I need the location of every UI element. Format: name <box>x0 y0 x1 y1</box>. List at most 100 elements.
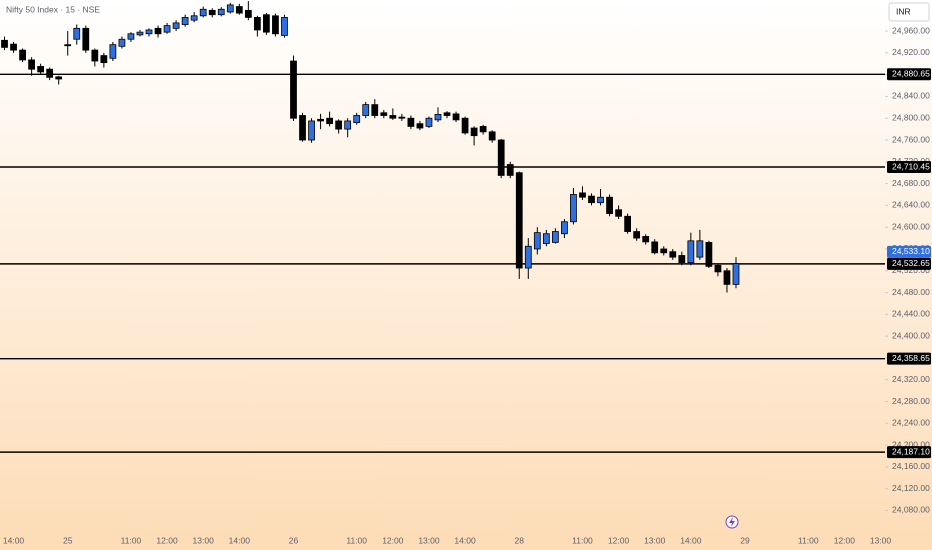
currency-box[interactable] <box>888 2 930 22</box>
candle-body <box>73 27 81 40</box>
x-tick-label: 13:00 <box>870 535 892 545</box>
candle-body <box>615 209 622 217</box>
last-price-tag: 24,533.10 <box>887 245 931 258</box>
candle-body <box>561 221 568 235</box>
candle-body <box>552 231 559 243</box>
y-tick-label: 24,680.00 <box>892 178 930 188</box>
x-tick-label: 14:00 <box>229 535 251 545</box>
y-tick-label: 24,520.00 <box>892 265 930 275</box>
candle-body <box>344 120 352 130</box>
candle-body <box>317 118 324 122</box>
level-tag-box <box>887 352 931 365</box>
candle-body <box>199 8 207 17</box>
candle-body <box>154 27 162 35</box>
candle-body <box>28 59 35 70</box>
x-tick-label: 29 <box>740 535 750 545</box>
candle-body <box>597 196 604 204</box>
y-tick-label: 24,480.00 <box>892 287 930 297</box>
y-tick-label: 24,400.00 <box>892 330 930 340</box>
candle-body <box>606 196 613 214</box>
candle-body <box>136 31 144 36</box>
candle-body <box>100 55 108 64</box>
x-tick-label: 11:00 <box>798 535 819 545</box>
last-price-label: 24,533.10 <box>892 246 930 256</box>
candle-body <box>326 117 333 125</box>
candle-body <box>19 49 26 61</box>
candle-body <box>588 195 595 204</box>
candle-body <box>37 66 45 73</box>
candle-body <box>732 263 740 285</box>
x-tick-label: 12:00 <box>156 535 178 545</box>
candle-body <box>190 15 198 21</box>
candle-body <box>669 251 677 258</box>
candle-body <box>145 29 153 35</box>
x-tick-label: 12:00 <box>608 535 630 545</box>
candle-body <box>235 6 243 14</box>
candle-body <box>371 104 379 116</box>
level-tag-label: 24,710.45 <box>892 161 930 171</box>
candle-body <box>443 112 451 116</box>
x-tick-label: 25 <box>63 535 73 545</box>
level-tag: 24,187.10 <box>887 446 931 459</box>
candle-body <box>299 115 306 141</box>
last-price-box <box>887 245 931 258</box>
candle-body <box>10 43 17 51</box>
candle-body <box>263 14 270 33</box>
candle-body <box>497 139 505 176</box>
level-tag-box <box>887 161 931 174</box>
candle-body <box>660 248 668 254</box>
x-tick-label: 13:00 <box>644 535 666 545</box>
candle-body <box>633 231 641 239</box>
currency-label[interactable]: INR <box>896 6 911 16</box>
level-tag-label: 24,880.65 <box>892 69 930 79</box>
candle-body <box>353 115 361 123</box>
y-tick-label: 24,600.00 <box>892 221 930 231</box>
level-tag: 24,880.65 <box>887 68 931 81</box>
x-tick-label: 26 <box>289 535 299 545</box>
lightning-icon[interactable] <box>725 515 739 529</box>
x-tick-label: 14:00 <box>454 535 476 545</box>
candle-body <box>118 38 126 47</box>
candle-body <box>434 114 442 121</box>
x-tick-label: 12:00 <box>834 535 856 545</box>
candle-body <box>1 39 8 48</box>
y-tick-label: 24,080.00 <box>892 505 930 515</box>
level-tag-label: 24,187.10 <box>892 446 930 456</box>
candle-body <box>687 240 695 263</box>
candle-body <box>425 117 433 127</box>
x-tick-label: 28 <box>515 535 525 545</box>
candle-body <box>723 270 731 285</box>
candle-body <box>524 245 532 269</box>
candle-body <box>407 117 415 127</box>
candle-body <box>705 242 713 267</box>
candle-body <box>642 236 650 243</box>
y-tick-label: 24,160.00 <box>892 461 930 471</box>
candle-body <box>290 60 297 119</box>
x-tick-label: 12:00 <box>382 535 404 545</box>
candle-body <box>452 113 460 121</box>
y-tick-label: 24,440.00 <box>892 309 930 319</box>
candle-body <box>244 9 252 18</box>
candle-body <box>217 8 225 16</box>
candle-body <box>163 25 171 33</box>
candle-body <box>172 22 180 29</box>
y-tick-label: 24,120.00 <box>892 483 930 493</box>
y-tick-label: 24,200.00 <box>892 439 930 449</box>
x-tick-label: 11:00 <box>121 535 142 545</box>
level-tag-label: 24,532.65 <box>892 258 930 268</box>
candle-body <box>91 49 99 62</box>
candle-body <box>470 127 478 137</box>
x-tick-label: 11:00 <box>572 535 593 545</box>
candle-body <box>64 44 72 47</box>
level-tag: 24,358.65 <box>887 352 931 365</box>
candle-body <box>515 172 523 269</box>
candle-body <box>533 232 541 250</box>
level-tag: 24,532.65 <box>887 257 931 270</box>
candle-body <box>181 17 189 25</box>
candle-body <box>579 192 586 198</box>
candle-body <box>272 15 279 35</box>
level-tag-box <box>887 446 931 459</box>
level-tag-label: 24,358.65 <box>892 353 930 363</box>
candle-body <box>714 264 722 273</box>
